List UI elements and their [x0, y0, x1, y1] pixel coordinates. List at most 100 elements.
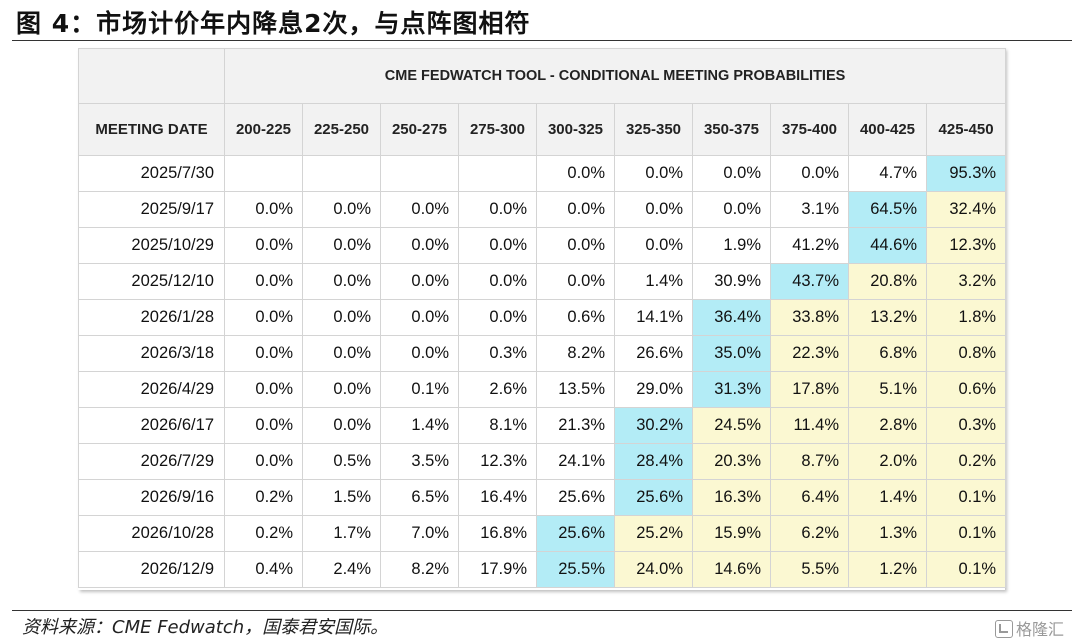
probability-cell: 0.0% [770, 155, 849, 192]
meeting-date-cell: 2025/10/29 [78, 227, 225, 264]
probability-cell: 1.7% [302, 515, 381, 552]
probability-cell: 0.0% [302, 335, 381, 372]
probability-cell: 0.0% [458, 263, 537, 300]
probability-cell: 29.0% [614, 371, 693, 408]
probability-cell [458, 155, 537, 192]
probability-cell: 25.2% [614, 515, 693, 552]
probability-cell: 0.0% [302, 263, 381, 300]
probability-cell: 7.0% [380, 515, 459, 552]
probability-cell: 33.8% [770, 299, 849, 336]
probability-cell: 1.4% [848, 479, 927, 516]
watermark-text: 格隆汇 [1015, 620, 1064, 639]
probability-cell: 1.4% [380, 407, 459, 444]
probability-cell: 20.3% [692, 443, 771, 480]
probability-cell: 2.0% [848, 443, 927, 480]
probability-cell: 17.9% [458, 551, 537, 588]
probability-cell: 2.8% [848, 407, 927, 444]
meeting-date-cell: 2026/12/9 [78, 551, 225, 588]
probability-cell: 12.3% [458, 443, 537, 480]
table-row: 2026/12/9 0.4% 2.4% 8.2% 17.9% 25.5% 24.0% 14.6… [78, 551, 1007, 588]
probability-cell: 0.0% [692, 155, 771, 192]
source-note: 资料来源：CME Fedwatch，国泰君安国际。 [22, 617, 389, 638]
probability-cell: 0.2% [224, 515, 303, 552]
probability-cell [302, 155, 381, 192]
probability-cell: 12.3% [925, 227, 1007, 264]
probability-cell: 0.6% [536, 299, 615, 336]
probability-cell: 0.0% [224, 407, 303, 444]
probability-cell: 36.4% [692, 299, 771, 336]
probability-cell: 26.6% [614, 335, 693, 372]
table-row: 2026/1/28 0.0% 0.0% 0.0% 0.0% 0.6% 14.1% 36.4% 3… [78, 299, 1007, 336]
table-row: 2026/10/28 0.2% 1.7% 7.0% 16.8% 25.6% 25.2% 15.… [78, 515, 1007, 552]
probability-cell: 3.1% [770, 191, 849, 228]
meeting-date-cell: 2026/10/28 [78, 515, 225, 552]
probability-cell: 14.6% [692, 551, 771, 588]
meeting-date-cell: 2026/7/29 [78, 443, 225, 480]
probability-cell: 11.4% [770, 407, 849, 444]
probability-cell: 0.0% [302, 227, 381, 264]
probability-cell: 0.0% [224, 335, 303, 372]
table-row: 2025/12/10 0.0% 0.0% 0.0% 0.0% 0.0% 1.4% 30.9% 4… [78, 263, 1007, 300]
probability-cell: 0.3% [925, 407, 1007, 444]
probability-cell: 4.7% [848, 155, 927, 192]
table-body: 2025/7/30 0.0% 0.0% 0.0% 0.0% 4.7% 95.3% 2025/9… [78, 155, 1007, 588]
column-header: 400-425 [848, 103, 927, 156]
probability-cell: 0.0% [302, 407, 381, 444]
probability-cell: 0.2% [224, 479, 303, 516]
probability-cell: 1.8% [925, 299, 1007, 336]
probability-cell: 3.2% [925, 263, 1007, 300]
probability-cell: 0.0% [536, 191, 615, 228]
probability-cell: 0.0% [380, 227, 459, 264]
probability-cell: 17.8% [770, 371, 849, 408]
probability-cell: 6.4% [770, 479, 849, 516]
probability-cell: 0.0% [302, 191, 381, 228]
probability-cell: 15.9% [692, 515, 771, 552]
probability-cell: 64.5% [848, 191, 927, 228]
probability-cell: 0.0% [692, 191, 771, 228]
column-header: 325-350 [614, 103, 693, 156]
column-header: 275-300 [458, 103, 537, 156]
meeting-date-cell: 2026/9/16 [78, 479, 225, 516]
probability-cell: 30.9% [692, 263, 771, 300]
probability-table-container: CME FEDWATCH TOOL - CONDITIONAL MEETING … [78, 48, 1007, 590]
probability-cell: 6.2% [770, 515, 849, 552]
table-row: 2026/6/17 0.0% 0.0% 1.4% 8.1% 21.3% 30.2% 24.5%… [78, 407, 1007, 444]
probability-cell: 24.1% [536, 443, 615, 480]
probability-cell: 13.5% [536, 371, 615, 408]
probability-cell: 0.0% [224, 191, 303, 228]
title-rule [12, 40, 1072, 41]
probability-cell: 16.4% [458, 479, 537, 516]
probability-cell: 20.8% [848, 263, 927, 300]
probability-cell: 0.0% [380, 191, 459, 228]
probability-cell: 28.4% [614, 443, 693, 480]
meeting-date-cell: 2026/6/17 [78, 407, 225, 444]
probability-cell: 0.3% [458, 335, 537, 372]
probability-cell: 8.2% [536, 335, 615, 372]
probability-cell: 0.0% [224, 299, 303, 336]
probability-cell: 21.3% [536, 407, 615, 444]
probability-cell: 14.1% [614, 299, 693, 336]
probability-cell: 0.0% [614, 155, 693, 192]
probability-cell: 1.5% [302, 479, 381, 516]
column-header: 350-375 [692, 103, 771, 156]
source-rule [12, 610, 1072, 611]
probability-cell: 0.8% [925, 335, 1007, 372]
probability-cell: 8.7% [770, 443, 849, 480]
probability-cell: 13.2% [848, 299, 927, 336]
probability-cell: 0.0% [614, 191, 693, 228]
probability-cell: 0.0% [224, 371, 303, 408]
table-row: 2026/3/18 0.0% 0.0% 0.0% 0.3% 8.2% 26.6% 35.0% 2… [78, 335, 1007, 372]
probability-cell: 1.2% [848, 551, 927, 588]
probability-cell: 1.3% [848, 515, 927, 552]
probability-cell: 0.0% [380, 299, 459, 336]
probability-cell: 32.4% [925, 191, 1007, 228]
probability-cell: 0.0% [224, 227, 303, 264]
meeting-date-cell: 2025/9/17 [78, 191, 225, 228]
column-header: 300-325 [536, 103, 615, 156]
probability-cell: 25.5% [536, 551, 615, 588]
probability-cell [380, 155, 459, 192]
meeting-date-cell: 2025/7/30 [78, 155, 225, 192]
column-header: 375-400 [770, 103, 849, 156]
probability-cell: 0.0% [302, 371, 381, 408]
probability-cell: 0.0% [224, 263, 303, 300]
